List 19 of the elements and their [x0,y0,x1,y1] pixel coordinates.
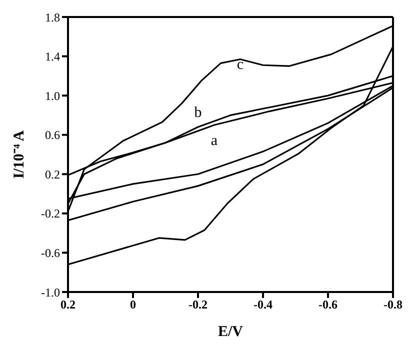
y-tick-label: -1.0 [41,285,60,300]
series-label: c [236,57,244,74]
y-tick-label: 0.2 [45,167,60,182]
x-axis-title: E/V [218,324,244,340]
x-tick-label: -0.4 [254,298,272,312]
series-label: a [210,133,218,150]
y-tick-label: -0.6 [41,246,60,260]
x-tick-label: -0.8 [384,298,402,312]
x-tick-label: 0.2 [60,298,76,312]
y-tick-label: 1.4 [45,50,60,64]
y-tick-label: 0.6 [45,128,60,142]
y-axis-title: I/10⁻⁴ A [11,130,28,179]
y-tick-label: 1.0 [45,88,60,103]
x-tick-label: 0 [130,298,136,312]
y-tick-label: 1.8 [45,10,60,24]
series-label: b [194,105,202,121]
x-tick-label: -0.2 [188,298,208,312]
y-tick-label: -0.2 [41,206,60,221]
x-tick-label: -0.6 [318,298,338,312]
